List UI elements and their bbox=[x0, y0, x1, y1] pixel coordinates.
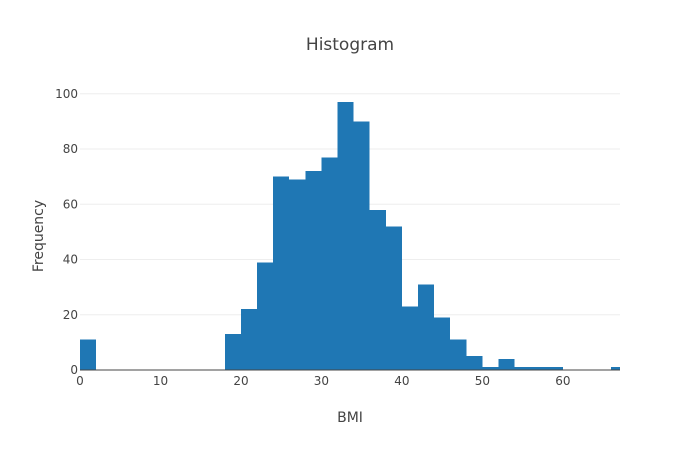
histogram-bar-5 bbox=[289, 179, 306, 370]
y-tick-label-100: 100 bbox=[55, 87, 78, 101]
x-axis-title: BMI bbox=[337, 410, 363, 426]
y-tick-labels: 0 20 40 60 80 100 bbox=[55, 87, 78, 377]
y-tick-label-20: 20 bbox=[63, 308, 78, 322]
histogram-bar-11 bbox=[385, 226, 402, 370]
histogram-bar-20 bbox=[530, 367, 547, 370]
histogram-bar-6 bbox=[305, 171, 322, 370]
histogram-bar-19 bbox=[514, 367, 531, 370]
bars bbox=[80, 102, 620, 370]
x-tick-label-20: 20 bbox=[233, 374, 248, 388]
histogram-bar-14 bbox=[434, 317, 451, 370]
y-tick-label-0: 0 bbox=[70, 363, 78, 377]
y-tick-label-80: 80 bbox=[63, 142, 78, 156]
histogram-bar-7 bbox=[321, 157, 338, 370]
histogram-bar-8 bbox=[337, 102, 354, 370]
histogram-bar-17 bbox=[482, 367, 499, 370]
histogram-bar-10 bbox=[369, 209, 386, 370]
y-tick-label-40: 40 bbox=[63, 253, 78, 267]
x-tick-label-0: 0 bbox=[76, 374, 84, 388]
histogram-bar-4 bbox=[273, 176, 290, 370]
x-tick-label-30: 30 bbox=[314, 374, 329, 388]
histogram-bar-13 bbox=[418, 284, 435, 370]
histogram-bar-21 bbox=[546, 367, 563, 370]
histogram-bar-9 bbox=[353, 121, 370, 370]
x-tick-label-50: 50 bbox=[475, 374, 490, 388]
x-tick-label-10: 10 bbox=[153, 374, 168, 388]
histogram-bar-22 bbox=[611, 367, 620, 370]
x-tick-label-60: 60 bbox=[555, 374, 570, 388]
y-axis-title: Frequency bbox=[31, 200, 47, 272]
histogram-bar-18 bbox=[498, 358, 515, 370]
histogram-bar-16 bbox=[466, 356, 483, 370]
histogram-bar-3 bbox=[257, 262, 274, 370]
x-tick-label-40: 40 bbox=[394, 374, 409, 388]
histogram-bar-2 bbox=[240, 309, 258, 370]
histogram-bar-12 bbox=[401, 306, 419, 370]
histogram-bar-0 bbox=[80, 339, 97, 370]
histogram-bar-15 bbox=[450, 339, 467, 370]
y-tick-label-60: 60 bbox=[63, 197, 78, 211]
x-tick-labels: 0 10 20 30 40 50 60 bbox=[76, 374, 570, 388]
chart-title: Histogram bbox=[306, 35, 394, 55]
histogram-bar-1 bbox=[224, 334, 241, 370]
